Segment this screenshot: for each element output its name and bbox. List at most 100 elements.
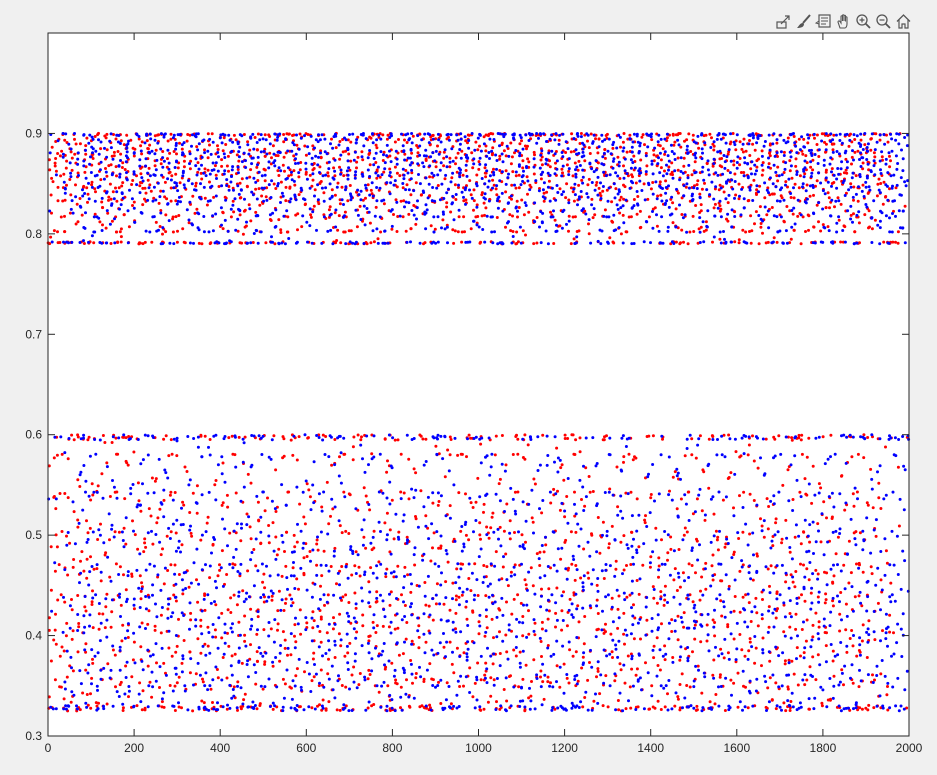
data-point [816, 572, 820, 576]
data-point [245, 220, 248, 224]
export-button[interactable] [774, 11, 793, 31]
data-point [839, 591, 843, 594]
data-point [784, 580, 788, 584]
data-point [701, 468, 705, 472]
pan-button[interactable] [834, 11, 853, 31]
data-point [237, 159, 241, 163]
data-point [84, 668, 88, 672]
data-point [511, 230, 515, 233]
data-point [277, 218, 281, 222]
data-point [199, 197, 203, 201]
data-point [799, 654, 802, 658]
data-point [512, 648, 516, 652]
data-point [521, 634, 525, 638]
data-point [804, 189, 808, 193]
brush-button[interactable] [794, 11, 813, 31]
data-point [395, 157, 399, 161]
data-point [250, 190, 254, 194]
data-point [840, 160, 844, 164]
data-point [867, 619, 871, 623]
data-point [678, 242, 682, 246]
data-point [784, 518, 788, 522]
data-point [730, 225, 734, 229]
data-point [800, 433, 804, 437]
data-point [180, 147, 184, 151]
data-point [270, 156, 273, 160]
data-point [784, 183, 787, 187]
data-point [124, 154, 128, 158]
data-point [502, 529, 506, 533]
data-point [755, 184, 759, 188]
data-point [634, 673, 638, 677]
data-point [713, 702, 717, 706]
data-point [531, 520, 535, 524]
data-point [905, 144, 909, 148]
data-point [407, 138, 411, 142]
data-point [289, 686, 293, 690]
zoom-out-button[interactable] [874, 11, 893, 31]
data-point [887, 151, 891, 155]
data-point [659, 708, 663, 711]
data-point [323, 603, 326, 607]
data-point [682, 611, 686, 615]
data-point [159, 211, 163, 215]
datatip-button[interactable] [814, 11, 833, 31]
data-point [405, 240, 409, 244]
data-point [780, 196, 784, 200]
data-point [206, 149, 210, 153]
data-point [161, 226, 165, 230]
data-point [583, 615, 587, 618]
data-point [349, 194, 353, 198]
data-point [226, 608, 230, 612]
data-point [712, 162, 716, 166]
data-point [868, 188, 872, 192]
data-point [715, 137, 719, 141]
data-point [260, 194, 264, 198]
data-point [174, 599, 178, 603]
data-point [844, 191, 848, 195]
data-point [299, 632, 303, 636]
data-point [832, 574, 836, 578]
data-point [199, 171, 203, 175]
data-point [289, 653, 293, 657]
data-point [149, 189, 153, 193]
data-point [824, 206, 828, 210]
data-point [491, 178, 495, 182]
data-point [574, 172, 578, 176]
data-point [460, 190, 464, 194]
data-point [835, 221, 839, 225]
home-button[interactable] [894, 11, 913, 31]
data-point [74, 183, 77, 187]
data-point [819, 240, 823, 244]
data-point [642, 182, 646, 186]
data-point [87, 197, 91, 201]
data-point [72, 438, 76, 442]
data-point [872, 159, 876, 163]
data-point [444, 173, 448, 177]
data-point [49, 659, 53, 663]
data-point [678, 132, 682, 135]
data-point [731, 187, 735, 191]
data-point [58, 654, 62, 658]
data-point [268, 151, 272, 155]
data-point [168, 684, 172, 687]
data-point [789, 192, 793, 195]
zoom-in-button[interactable] [854, 11, 873, 31]
data-point [462, 215, 466, 219]
data-point [600, 133, 604, 137]
data-point [54, 140, 58, 143]
data-point [369, 241, 373, 245]
data-point [475, 223, 479, 227]
data-point [629, 490, 633, 494]
data-point [713, 621, 717, 624]
data-point [243, 633, 247, 637]
data-point [187, 218, 191, 222]
data-point [289, 197, 293, 201]
data-point [374, 631, 378, 634]
data-point [256, 163, 259, 167]
data-point [736, 671, 740, 675]
data-point [231, 452, 235, 456]
data-point [295, 133, 298, 137]
data-point [574, 148, 578, 152]
